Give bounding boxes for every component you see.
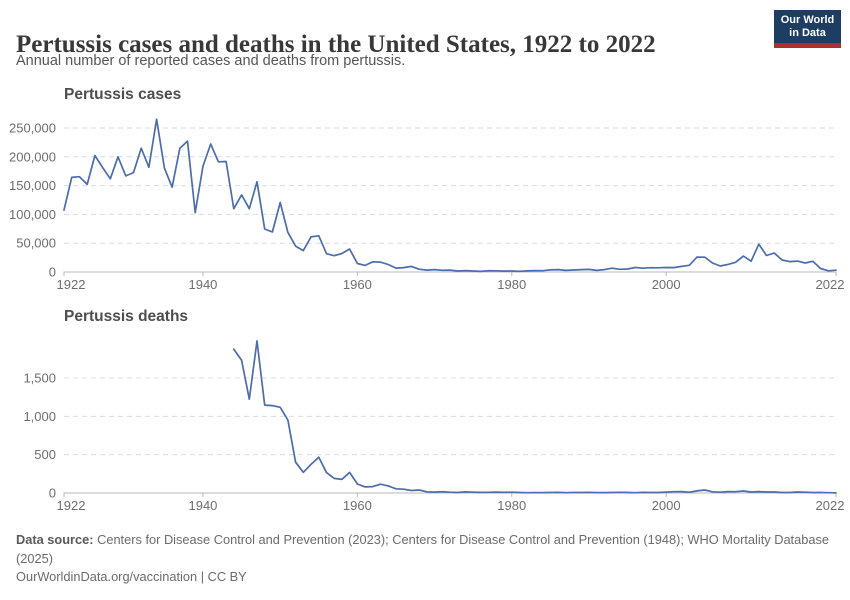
chart-subtitle: Annual number of reported cases and deat… xyxy=(16,53,406,69)
owid-logo: Our World in Data xyxy=(774,10,841,49)
data-source-value: Centers for Disease Control and Preventi… xyxy=(16,532,829,567)
svg-text:2000: 2000 xyxy=(652,277,681,292)
svg-text:0: 0 xyxy=(49,265,56,280)
svg-text:250,000: 250,000 xyxy=(9,121,56,136)
svg-text:50,000: 50,000 xyxy=(16,236,56,251)
owid-logo-line1: Our World xyxy=(780,14,835,26)
svg-text:150,000: 150,000 xyxy=(9,178,56,193)
svg-text:1,000: 1,000 xyxy=(23,409,56,424)
svg-text:1960: 1960 xyxy=(343,498,372,513)
cases-line-chart: 0 50,000 100,000 150,000 200,000 250,000 1922 1… xyxy=(9,118,845,292)
deaths-chart-title: Pertussis deaths xyxy=(64,308,189,325)
svg-text:1960: 1960 xyxy=(343,277,372,292)
svg-text:1,500: 1,500 xyxy=(23,371,56,386)
svg-text:1980: 1980 xyxy=(497,498,526,513)
license-note: OurWorldinData.org/vaccination | CC BY xyxy=(16,569,247,584)
deaths-line-chart: 0 500 1,000 1,500 1922 1940 1960 1980 2000 2022 xyxy=(23,340,845,513)
svg-text:2022: 2022 xyxy=(816,277,845,292)
data-source-text: Data source: Centers for Disease Control… xyxy=(16,530,834,568)
svg-text:500: 500 xyxy=(34,447,56,462)
svg-text:200,000: 200,000 xyxy=(9,149,56,164)
svg-text:1922: 1922 xyxy=(57,498,86,513)
owid-logo-line2: in Data xyxy=(789,27,826,40)
page-title: Pertussis cases and deaths in the United… xyxy=(16,30,656,58)
svg-text:1922: 1922 xyxy=(57,277,86,292)
svg-text:0: 0 xyxy=(49,486,56,501)
svg-text:2022: 2022 xyxy=(816,498,845,513)
svg-text:2000: 2000 xyxy=(652,498,681,513)
cases-chart-title: Pertussis cases xyxy=(64,86,182,103)
svg-text:1980: 1980 xyxy=(497,277,526,292)
svg-text:1940: 1940 xyxy=(188,277,217,292)
data-source-label: Data source: xyxy=(16,532,94,547)
svg-text:100,000: 100,000 xyxy=(9,207,56,222)
svg-text:1940: 1940 xyxy=(188,498,217,513)
